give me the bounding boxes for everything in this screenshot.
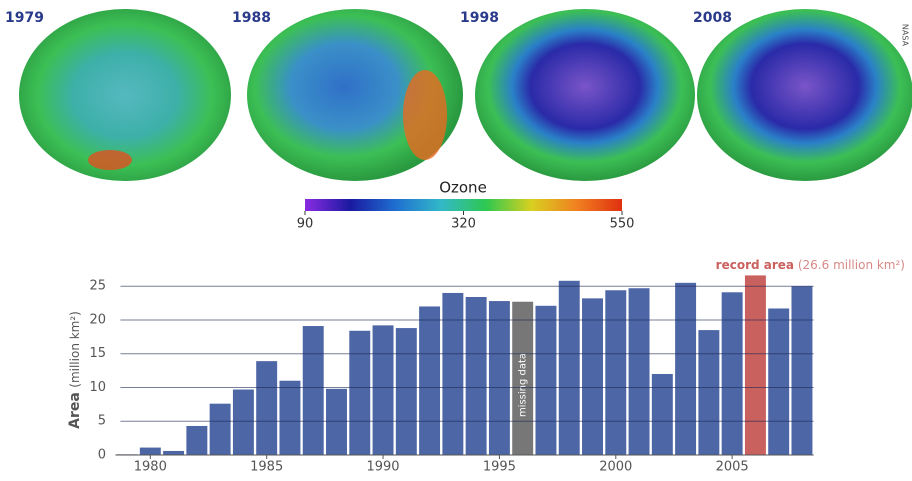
bar bbox=[139, 447, 161, 455]
bar bbox=[232, 389, 254, 455]
bar bbox=[395, 328, 417, 455]
x-tick-label: 2000 bbox=[599, 460, 632, 475]
colorbar-title: Ozone bbox=[439, 179, 487, 197]
bar bbox=[279, 380, 301, 455]
y-label-unit: (million km²) bbox=[68, 311, 82, 388]
y-tick-label: 10 bbox=[89, 380, 106, 395]
y-tick-label: 0 bbox=[98, 448, 106, 463]
map-feature bbox=[403, 70, 447, 160]
bar bbox=[209, 403, 231, 455]
bar bbox=[721, 292, 743, 455]
ozone-map bbox=[19, 9, 231, 181]
bar bbox=[605, 290, 627, 455]
bar bbox=[698, 330, 720, 455]
bar bbox=[488, 301, 510, 455]
x-tick-label: 2005 bbox=[716, 460, 749, 475]
x-tick-label: 1990 bbox=[366, 460, 399, 475]
bar bbox=[675, 282, 697, 455]
y-tick-label: 20 bbox=[89, 312, 106, 327]
x-tick-label: 1985 bbox=[250, 460, 283, 475]
colorbar-tick-label: 320 bbox=[451, 217, 476, 232]
colorbar-tick-label: 90 bbox=[297, 217, 314, 232]
bar bbox=[558, 280, 580, 455]
bar bbox=[628, 288, 650, 455]
map-feature bbox=[88, 150, 132, 170]
y-tick-label: 5 bbox=[98, 414, 106, 429]
y-axis-label: Area (million km²) bbox=[67, 311, 83, 429]
x-tick-label: 1980 bbox=[134, 460, 167, 475]
map-year: 1988 bbox=[232, 10, 271, 26]
colorbar bbox=[305, 199, 622, 211]
x-tick-label: 1995 bbox=[483, 460, 516, 475]
ozone-maps bbox=[19, 9, 912, 181]
bar bbox=[302, 326, 324, 455]
bar bbox=[791, 286, 813, 455]
ozone-map bbox=[475, 9, 695, 181]
y-label-bold: Area bbox=[67, 392, 83, 429]
bar bbox=[768, 308, 790, 455]
bar bbox=[535, 305, 557, 455]
bar bbox=[256, 361, 278, 455]
bar bbox=[326, 388, 347, 455]
missing-bar bbox=[512, 301, 534, 455]
bar bbox=[186, 425, 208, 455]
map-year: 1998 bbox=[460, 10, 499, 26]
credit: NASA bbox=[901, 24, 910, 47]
bar bbox=[163, 450, 185, 455]
record-note: (26.6 million km²) bbox=[798, 258, 905, 272]
bar bbox=[465, 297, 487, 455]
colorbar-tick-label: 550 bbox=[610, 217, 635, 232]
y-tick-label: 15 bbox=[89, 346, 106, 361]
bar bbox=[744, 275, 766, 455]
bar bbox=[582, 298, 603, 455]
y-tick-label: 25 bbox=[89, 279, 106, 294]
map-year: 2008 bbox=[693, 10, 732, 26]
bar bbox=[349, 330, 371, 455]
map-year: 1979 bbox=[5, 10, 44, 26]
bar bbox=[419, 306, 441, 455]
bar bbox=[372, 325, 394, 455]
bar bbox=[442, 292, 464, 455]
annotation: record area (26.6 million km²) bbox=[716, 258, 905, 272]
bar bbox=[651, 373, 673, 455]
record-label: record area bbox=[716, 258, 794, 272]
missing-label: missing data bbox=[518, 353, 529, 417]
ozone-map bbox=[697, 9, 912, 181]
